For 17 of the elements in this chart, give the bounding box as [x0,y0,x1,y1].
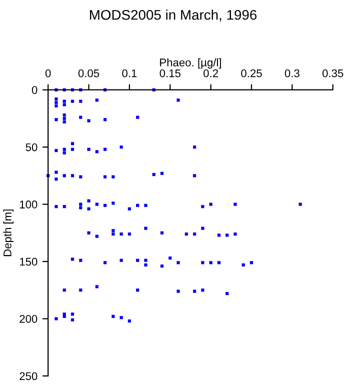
y-tick-label: 250 [20,372,38,380]
y-tick-label: 0 [32,86,38,94]
x-tick-label: 0.35 [322,69,344,78]
x-tick-label: 0.3 [284,69,300,78]
x-tick-label: 0.15 [160,69,180,78]
x-axis-title: Phaeo. [µg/l] [160,58,221,69]
y-axis-title: Depth [m] [3,210,14,256]
y-tick-label: 100 [20,200,38,208]
x-tick-label: 0.2 [204,69,218,78]
x-tick-label: 0.1 [122,69,137,78]
x-tick-label: 0.25 [241,69,262,78]
chart-title: MODS2005 in March, 1996 [90,10,257,22]
x-tick-label: 0.05 [78,69,100,78]
y-tick-label: 200 [20,314,38,323]
x-tick-label: 0 [45,69,51,78]
y-tick-label: 150 [20,258,38,266]
y-tick-label: 50 [26,143,38,152]
